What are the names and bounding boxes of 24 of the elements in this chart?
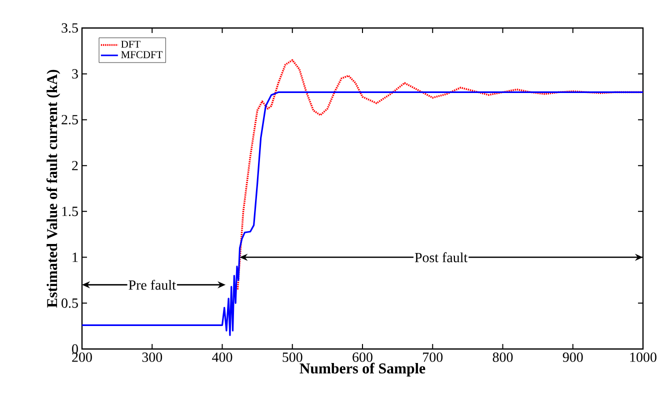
x-tick-label: 500 <box>282 352 302 362</box>
annotation: Pre fault <box>128 280 176 290</box>
y-tick-label: 0.5 <box>62 298 78 308</box>
legend-label: MFCDFT <box>121 51 162 58</box>
legend-label: DFT <box>121 40 140 48</box>
x-tick-label: 600 <box>352 352 372 362</box>
line-series <box>82 91 643 336</box>
x-tick-label: 800 <box>492 352 513 362</box>
y-axis-title: Estimated Value of fault current (kA) <box>46 70 60 308</box>
x-tick-label: 1000 <box>630 352 656 362</box>
y-tick-label: 0 <box>72 344 78 354</box>
annotation: Post fault <box>414 252 468 262</box>
y-tick-label: 3.5 <box>62 23 78 33</box>
x-tick-label: 900 <box>562 352 583 362</box>
x-axis-title: Numbers of Sample <box>300 362 426 377</box>
x-tick-label: 700 <box>423 352 443 362</box>
y-tick-label: 2.5 <box>62 114 78 124</box>
x-tick-label: 200 <box>72 352 92 362</box>
y-tick-label: 1.5 <box>62 206 78 216</box>
x-tick-label: 400 <box>212 352 232 362</box>
y-tick-label: 3 <box>72 69 78 79</box>
x-tick-label: 300 <box>142 352 162 362</box>
y-tick-label: 2 <box>72 160 78 170</box>
y-tick-label: 1 <box>72 252 78 262</box>
